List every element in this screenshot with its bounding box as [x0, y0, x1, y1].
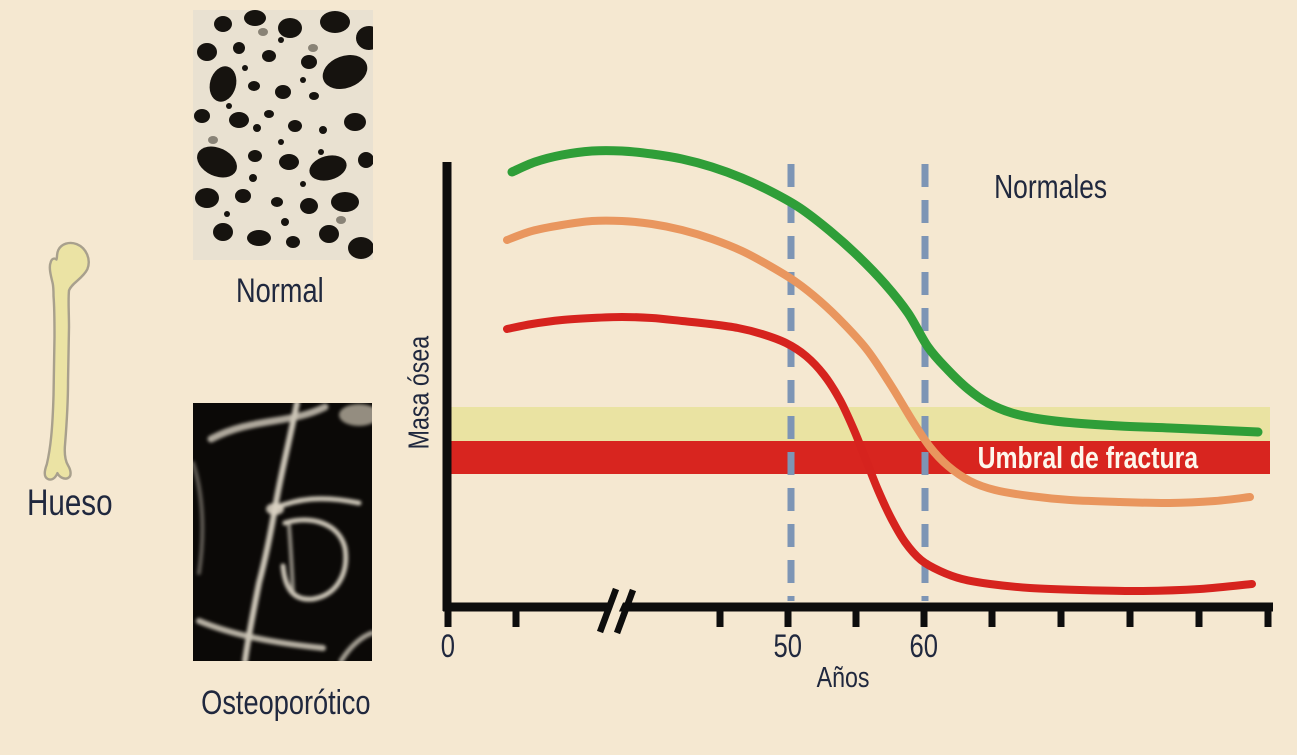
x-tick-label-0: 0: [440, 628, 456, 664]
x-tick-label-60: 60: [909, 628, 939, 664]
normales-annotation: Normales: [994, 168, 1107, 205]
axis-break-slash: [596, 587, 620, 634]
bone-label: Hueso: [27, 482, 113, 523]
osteoporotic-label: Osteoporótico: [200, 684, 371, 722]
normal-label: Normal: [236, 272, 324, 310]
curve-masa-osea-baja-osteoporosis: [503, 313, 1256, 596]
osteoporotic-bone-image: [191, 400, 379, 664]
bone-mass-chart: [442, 146, 1273, 635]
y-axis-label: Masa ósea: [403, 335, 436, 450]
bone-icon: [43, 241, 90, 481]
x-tick-label-50: 50: [773, 628, 803, 664]
x-axis-label: Años: [816, 662, 870, 694]
normal-bone-image: [193, 10, 382, 260]
fracture-threshold-label: Umbral de fractura: [977, 440, 1199, 475]
curve-masa-osea-alta: [507, 146, 1263, 437]
axis-break-slash: [613, 588, 637, 635]
curve-masa-osea-media: [503, 216, 1254, 508]
